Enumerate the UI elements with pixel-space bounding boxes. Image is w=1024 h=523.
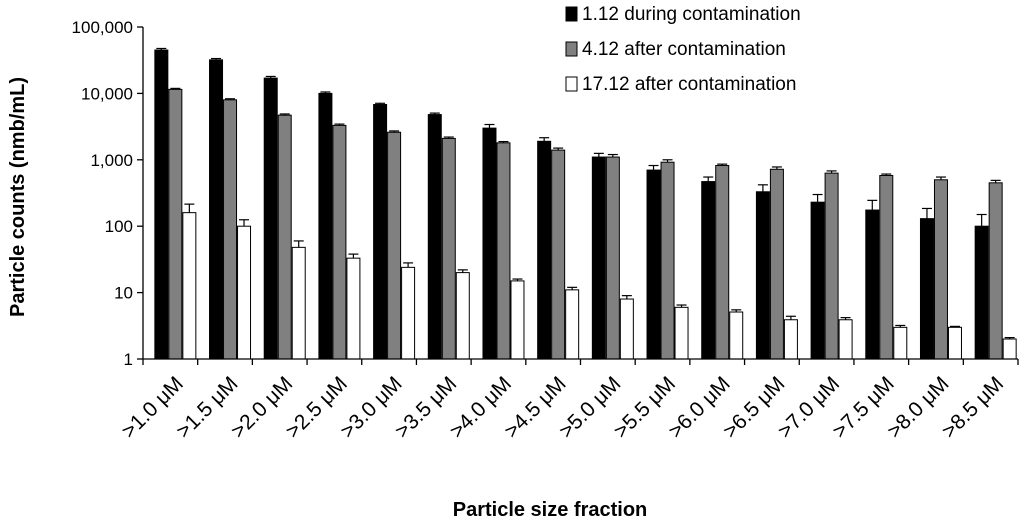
bar (729, 311, 744, 360)
legend-swatch (565, 41, 578, 57)
bar (974, 225, 989, 360)
bar (565, 289, 580, 360)
bar (933, 179, 948, 360)
legend-swatch (565, 6, 578, 22)
legend: 1.12 during contamination 4.12 after cont… (565, 4, 801, 95)
bar (332, 124, 347, 360)
bar (646, 169, 661, 360)
bar (373, 104, 388, 360)
bar (346, 257, 361, 360)
bar (318, 92, 333, 360)
bar (838, 319, 853, 360)
bar (605, 156, 620, 360)
x-tick-label: >8.5 μM (938, 372, 1009, 443)
bar (619, 298, 634, 360)
legend-label: 17.12 after contamination (582, 74, 796, 95)
bar (674, 306, 689, 360)
bar (291, 246, 306, 360)
bar (237, 225, 252, 360)
bar (660, 161, 675, 360)
y-tick-label: 100 (105, 217, 133, 236)
bar (209, 59, 224, 360)
bar (496, 142, 511, 360)
y-tick-label: 1,000 (90, 151, 133, 170)
bar (510, 280, 525, 360)
x-axis-label: Particle size fraction (453, 499, 648, 521)
bar (947, 326, 962, 360)
bar (591, 156, 606, 360)
legend-swatch (565, 76, 578, 92)
y-tick-label: 10,000 (81, 84, 133, 103)
bars (154, 47, 1017, 360)
bar (482, 127, 497, 360)
bar (769, 168, 784, 360)
bar (551, 149, 566, 360)
bar (715, 165, 730, 360)
bar (223, 99, 238, 360)
bar (893, 326, 908, 360)
legend-label: 1.12 during contamination (582, 4, 801, 25)
bar (154, 49, 169, 360)
bar (277, 114, 292, 360)
bar (865, 209, 880, 360)
bar (182, 212, 197, 360)
bar (919, 218, 934, 360)
bar (879, 175, 894, 360)
bar (427, 114, 442, 360)
bar (455, 272, 470, 360)
bar (263, 77, 278, 360)
bar (387, 131, 402, 360)
y-tick-label: 100,000 (72, 18, 133, 37)
y-tick-label: 1 (124, 350, 133, 369)
bar (168, 88, 183, 360)
bar (401, 266, 416, 360)
x-axis: >1.0 μM>1.5 μM>2.0 μM>2.5 μM>3.0 μM>3.5 … (117, 358, 1019, 443)
bar (441, 137, 456, 360)
bar (755, 191, 770, 360)
y-tick-label: 10 (114, 284, 133, 303)
bar (810, 201, 825, 360)
y-axis-label: Particle counts (nmb/mL) (7, 77, 29, 317)
y-axis: 1 10 100 1,000 10,000 100,000 (72, 18, 144, 369)
bar (1002, 338, 1017, 360)
bar (701, 181, 716, 360)
legend-label: 4.12 after contamination (582, 39, 786, 60)
bar (824, 172, 839, 360)
bar (988, 182, 1003, 360)
bar (783, 319, 798, 360)
bar (537, 140, 552, 360)
